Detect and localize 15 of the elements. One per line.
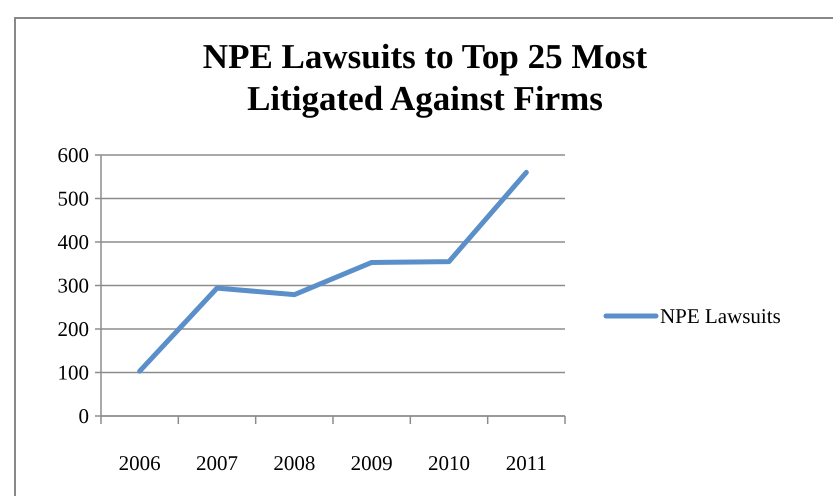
- x-tick-label: 2009: [350, 451, 393, 475]
- legend-label: NPE Lawsuits: [660, 304, 781, 328]
- x-tick-label: 2011: [506, 451, 547, 475]
- chart-title: NPE Lawsuits to Top 25 Most Litigated Against Firms: [202, 37, 648, 118]
- y-tick-label: 500: [58, 186, 89, 210]
- x-tick-label: 2008: [273, 451, 316, 475]
- y-tick-label: 0: [78, 404, 89, 428]
- y-tick-label: 400: [58, 230, 89, 254]
- x-tick-label: 2010: [428, 451, 470, 475]
- y-tick-label: 200: [58, 317, 89, 341]
- x-tick-label: 2006: [118, 451, 161, 475]
- y-tick-label: 600: [58, 143, 89, 167]
- y-tick-label: 100: [58, 360, 89, 384]
- x-tick-label: 2007: [196, 451, 238, 475]
- y-tick-label: 300: [58, 274, 89, 298]
